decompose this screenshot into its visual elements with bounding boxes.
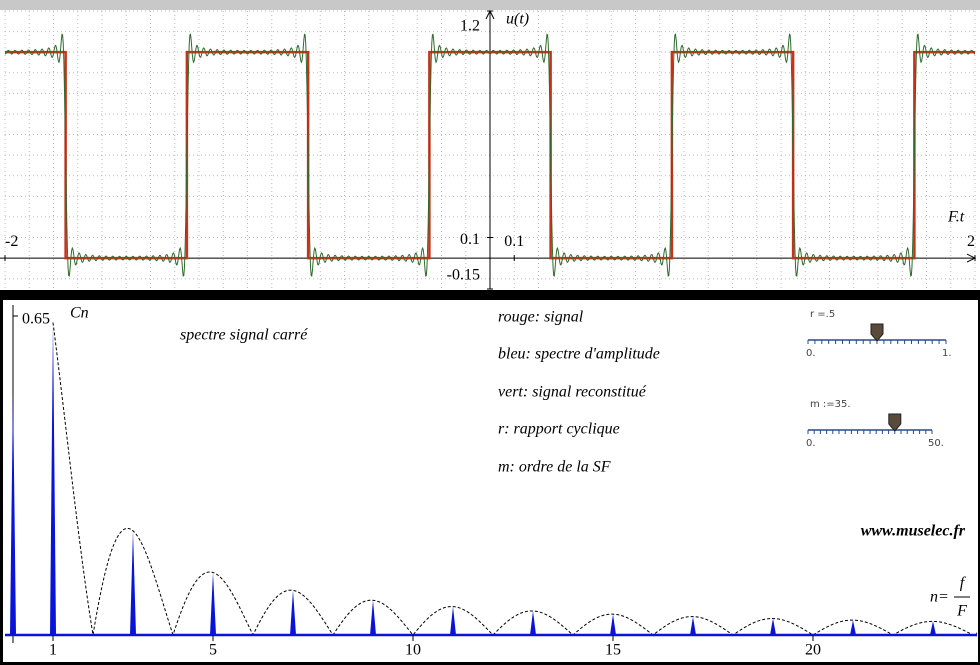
x-label: n=: [930, 589, 949, 606]
spectrum-line: [10, 389, 16, 635]
spectrum-line: [690, 616, 696, 635]
spectrum-line: [610, 614, 616, 635]
spectrum-line: [530, 610, 536, 635]
note: rouge: signal: [498, 309, 584, 326]
x-label-den: F: [956, 603, 967, 620]
x-tick-label: 10: [405, 642, 421, 659]
spectrum-line: [850, 620, 856, 635]
x-label-num: f: [960, 575, 967, 592]
x-tick-label: 2: [967, 233, 975, 250]
title: spectre signal carré: [180, 327, 308, 344]
note: r: rapport cyclique: [498, 421, 620, 438]
x-tick-label: 1: [49, 642, 57, 659]
x-tick-label: 0.1: [504, 233, 524, 250]
note: vert: signal reconstitué: [498, 384, 647, 401]
website[interactable]: www.muselec.fr: [861, 523, 966, 540]
spectrum-line: [450, 606, 456, 635]
top-strip: [0, 0, 980, 10]
y-tick-label: 0.65: [22, 311, 50, 328]
slider-min: 0.: [806, 438, 816, 449]
slider-label: r =.5: [810, 309, 835, 320]
spectrum-line: [210, 572, 216, 635]
spectrum-line: [290, 590, 296, 635]
spectrum-line: [930, 621, 936, 635]
x-label: F.t: [947, 209, 965, 226]
x-tick-label: -2: [5, 233, 18, 250]
x-tick-label: 20: [805, 642, 821, 659]
y-tick-label: 1.2: [460, 18, 480, 35]
x-tick-label: 5: [209, 642, 217, 659]
y-tick-label: -0.15: [447, 267, 480, 284]
slider-label: m :=35.: [810, 399, 851, 410]
envelope: [52, 322, 978, 636]
slider-min: 0.: [806, 348, 816, 359]
note: bleu: spectre d'amplitude: [498, 346, 660, 363]
spectrum-line: [370, 600, 376, 635]
note: m: ordre de la SF: [498, 459, 611, 476]
signal: [5, 50, 975, 260]
y-tick-label: 0.1: [460, 231, 480, 248]
slider-max: 50.: [928, 438, 944, 449]
slider-handle[interactable]: [888, 413, 902, 432]
reconstructed-signal: [4, 33, 976, 277]
slider-handle[interactable]: [870, 323, 884, 342]
spectrum-line: [130, 530, 136, 635]
slider-max: 1.: [942, 348, 952, 359]
spectrum-line: [50, 322, 56, 635]
bottom-panel: [3, 300, 978, 662]
y-label: u(t): [506, 11, 529, 28]
y-label: Cn: [70, 305, 89, 322]
x-tick-label: 15: [605, 642, 621, 659]
spectrum-line: [770, 618, 776, 635]
